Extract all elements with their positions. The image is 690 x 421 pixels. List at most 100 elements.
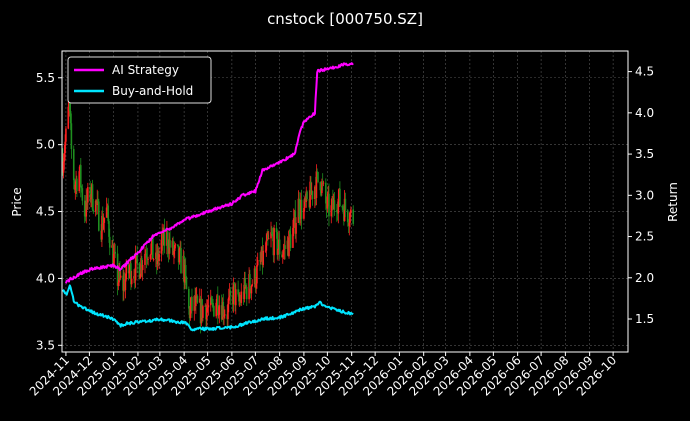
- price-candle-body: [67, 106, 70, 129]
- right-tick-label: 4.5: [635, 65, 654, 79]
- price-candle-body: [128, 270, 131, 274]
- price-candle-body: [229, 290, 232, 296]
- price-candle-body: [276, 232, 279, 255]
- price-candle-body: [114, 251, 117, 254]
- right-tick-label: 3.5: [635, 147, 654, 161]
- return-lines: [61, 62, 354, 332]
- price-candle-body: [284, 245, 286, 249]
- price-candle-body: [144, 253, 146, 265]
- price-candle-body: [206, 307, 208, 320]
- price-candle-body: [107, 205, 109, 222]
- price-candle-body: [163, 228, 166, 246]
- price-candles: [61, 94, 355, 334]
- price-candle-body: [76, 178, 78, 192]
- buy-and-hold-line: [61, 284, 354, 332]
- price-candle-body: [341, 206, 344, 208]
- price-candle-body: [342, 207, 344, 210]
- price-candle-body: [102, 222, 105, 229]
- price-candle-body: [97, 201, 100, 231]
- price-candle-body: [196, 296, 199, 303]
- price-candle-body: [260, 260, 262, 262]
- price-candle-body: [92, 209, 95, 212]
- price-candle-body: [119, 275, 122, 278]
- price-candle-body: [349, 212, 351, 223]
- price-candle-body: [69, 111, 72, 124]
- price-candle-body: [152, 236, 154, 260]
- price-candle-body: [227, 304, 229, 320]
- price-candle-body: [136, 253, 138, 264]
- price-candle-body: [292, 218, 295, 228]
- price-candle-body: [90, 198, 92, 200]
- price-candle-body: [223, 315, 225, 317]
- price-candle-body: [84, 216, 87, 218]
- price-candle-body: [237, 289, 239, 295]
- price-candle-body: [339, 188, 341, 207]
- price-candle-body: [139, 274, 142, 279]
- price-candle-body: [335, 209, 338, 212]
- price-candle-body: [74, 184, 77, 190]
- price-candle-body: [70, 123, 73, 150]
- price-candle-body: [150, 243, 153, 255]
- price-candle-body: [134, 255, 137, 281]
- right-tick-label: 2.0: [635, 271, 654, 285]
- price-candle-body: [147, 258, 149, 260]
- price-candle-body: [238, 294, 240, 302]
- price-candle-body: [63, 153, 66, 162]
- price-candle-body: [141, 258, 143, 271]
- price-candle-body: [289, 234, 292, 248]
- chart-title: cnstock [000750.SZ]: [267, 10, 423, 28]
- right-axis-title: Return: [666, 182, 680, 222]
- price-candle-body: [321, 181, 323, 194]
- price-candle-body: [330, 205, 333, 217]
- price-candle-body: [217, 314, 220, 316]
- price-candle-body: [270, 232, 272, 239]
- price-candle-body: [117, 282, 120, 286]
- price-candle-body: [130, 278, 133, 285]
- legend-label-ai-strategy: AI Strategy: [112, 63, 179, 77]
- price-candle-body: [124, 279, 127, 291]
- price-candle-body: [271, 233, 274, 237]
- right-tick-label: 3.0: [635, 188, 654, 202]
- ai-strategy-line: [64, 62, 354, 284]
- price-candle-body: [81, 188, 84, 201]
- left-axis-title: Price: [10, 187, 24, 216]
- price-candle-body: [119, 268, 121, 278]
- price-candle-body: [233, 282, 236, 285]
- price-candle-body: [244, 277, 246, 287]
- price-candle-body: [158, 253, 160, 261]
- price-candle-body: [317, 171, 319, 182]
- price-candle-body: [264, 250, 267, 252]
- price-candle-body: [103, 217, 106, 223]
- right-tick-label: 4.0: [635, 106, 654, 120]
- price-candle-body: [344, 198, 347, 211]
- price-candle-body: [130, 263, 132, 285]
- left-tick-label: 5.0: [36, 138, 55, 152]
- price-candle-body: [145, 253, 148, 258]
- price-candle-body: [108, 236, 111, 248]
- price-candle-body: [289, 231, 291, 235]
- price-candle-body: [172, 240, 174, 255]
- price-candle-body: [101, 215, 104, 229]
- price-candle-body: [174, 244, 177, 246]
- price-candle-body: [298, 198, 301, 218]
- price-candle-body: [256, 265, 258, 284]
- right-tick-label: 2.5: [635, 230, 654, 244]
- price-candle-body: [255, 283, 257, 288]
- price-candle-body: [325, 182, 327, 204]
- price-candle-body: [316, 171, 319, 173]
- price-candle-body: [112, 253, 115, 267]
- price-candle-body: [195, 296, 197, 307]
- price-candle-body: [306, 191, 308, 200]
- price-candle-body: [326, 196, 329, 209]
- price-candle-body: [64, 141, 66, 154]
- left-tick-label: 4.0: [36, 271, 55, 285]
- price-candle-body: [250, 285, 253, 294]
- price-candle-body: [267, 238, 270, 240]
- price-candle-body: [108, 221, 110, 237]
- price-candle-body: [105, 207, 108, 218]
- price-candle-body: [80, 187, 83, 189]
- price-candle-body: [69, 99, 71, 112]
- price-candle-body: [310, 181, 312, 195]
- price-candle-body: [160, 240, 163, 254]
